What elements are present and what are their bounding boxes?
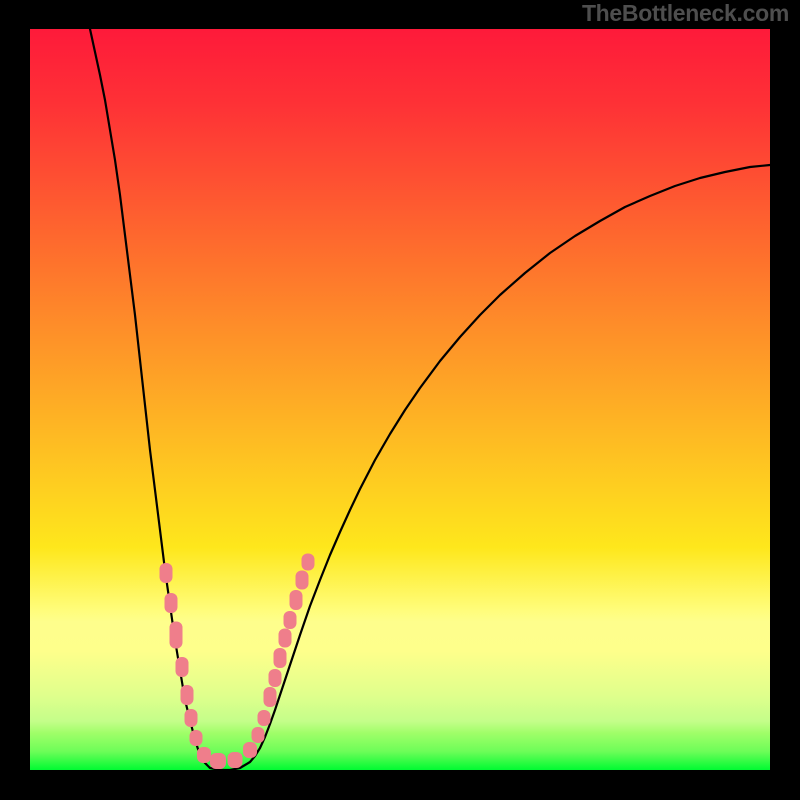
data-marker bbox=[185, 709, 198, 727]
data-marker bbox=[170, 622, 183, 649]
data-marker bbox=[296, 571, 309, 590]
data-marker bbox=[176, 657, 189, 677]
data-marker bbox=[190, 730, 203, 746]
data-marker bbox=[243, 742, 257, 758]
watermark-text: TheBottleneck.com bbox=[582, 0, 789, 27]
data-marker bbox=[290, 590, 303, 610]
data-marker bbox=[228, 752, 243, 768]
data-marker bbox=[302, 554, 315, 571]
data-marker bbox=[269, 669, 282, 687]
data-marker bbox=[160, 563, 173, 583]
data-marker bbox=[197, 747, 211, 763]
data-marker bbox=[279, 629, 292, 648]
data-marker bbox=[264, 687, 277, 707]
data-marker bbox=[181, 685, 194, 705]
chart-container: TheBottleneck.com bbox=[0, 0, 800, 800]
data-marker bbox=[252, 727, 265, 743]
data-marker bbox=[210, 753, 226, 769]
chart-svg bbox=[0, 0, 800, 800]
data-marker bbox=[274, 648, 287, 668]
data-marker bbox=[258, 710, 271, 726]
data-marker bbox=[165, 593, 178, 613]
data-marker bbox=[284, 611, 297, 629]
plot-background bbox=[30, 29, 770, 770]
